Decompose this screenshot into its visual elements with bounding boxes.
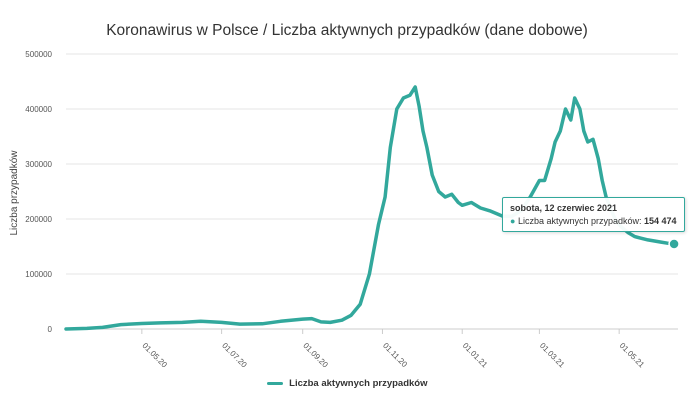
y-tick-label: 0 [48,325,53,334]
legend[interactable]: Liczba aktywnych przypadków [0,378,694,389]
tooltip-row: ● Liczba aktywnych przypadków: 154 474 [510,216,677,226]
x-tick-label: 01.03.21 [538,341,567,370]
x-tick-label: 01.01.21 [461,341,490,370]
y-axis: 0 100000 200000 300000 400000 500000 [25,50,52,334]
x-axis: 01.05.20 01.07.20 01.09.20 01.11.20 01.01.21… [140,329,647,370]
y-axis-label: Liczba przypadków [9,150,20,236]
data-point-last[interactable] [668,238,680,250]
y-tick-label: 100000 [25,270,52,279]
legend-label: Liczba aktywnych przypadków [289,378,428,389]
chart-title: Koronawirus w Polsce / Liczba aktywnych … [106,22,588,39]
x-tick-label: 01.07.20 [220,341,249,370]
x-tick-label: 01.09.20 [301,341,330,370]
x-tick-label: 01.05.20 [140,341,169,370]
y-tick-label: 300000 [25,160,52,169]
series-line [64,85,676,331]
tooltip: sobota, 12 czerwiec 2021 ● Liczba aktywn… [502,197,685,232]
tooltip-marker-icon: ● [510,216,516,226]
tooltip-value: 154 474 [644,216,677,226]
tooltip-series-label: Liczba aktywnych przypadków: [517,216,642,226]
x-tick-label: 01.05.21 [618,341,647,370]
legend-swatch [266,381,283,385]
y-tick-label: 400000 [25,105,52,114]
x-tick-label: 01.11.20 [381,341,409,369]
y-tick-label: 500000 [25,50,52,59]
gridlines [66,53,678,330]
tooltip-date: sobota, 12 czerwiec 2021 [510,203,618,213]
y-tick-label: 200000 [25,215,52,224]
